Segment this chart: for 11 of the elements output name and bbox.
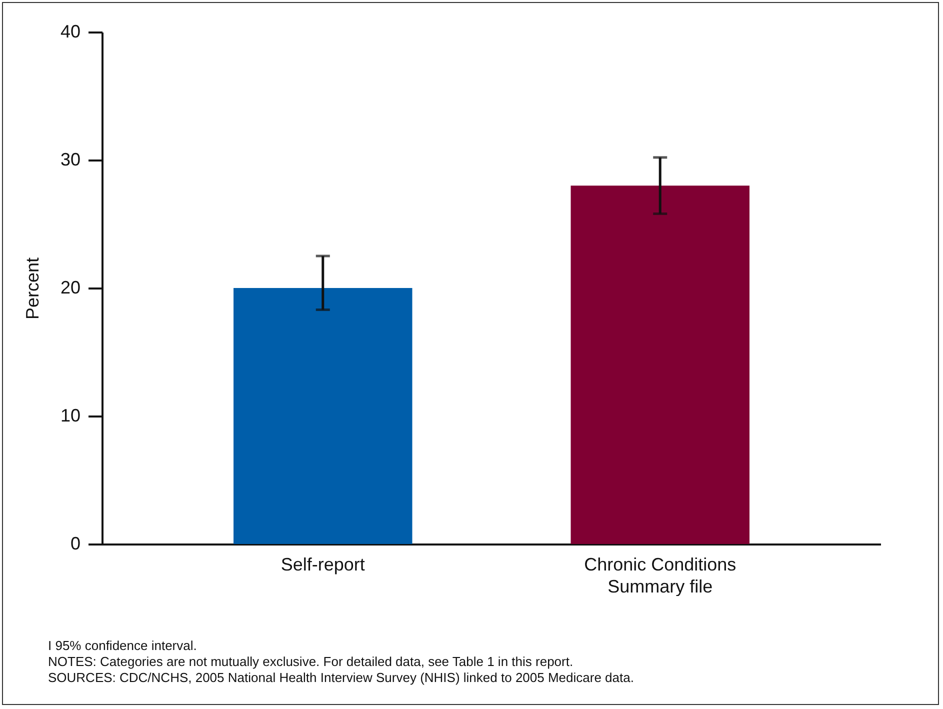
- text: NOTES: Categories are not mutually exclusive. For detailed data, see Table 1 in this report.: [48, 654, 574, 670]
- y-tick-label: 10: [60, 406, 80, 426]
- text: I 95% confidence interval.: [48, 638, 198, 654]
- y-tick-label: 30: [60, 150, 80, 170]
- y-tick-label: 40: [60, 22, 80, 42]
- x-tick-label: Chronic Conditions Summary file: [584, 554, 736, 596]
- source-note: SOURCES: CDC/NCHS, 2005 National Health Interview Survey (NHIS) linked to 2005 Medicare data.: [48, 670, 634, 686]
- y-tick-label: 0: [70, 534, 80, 554]
- x-tick-label: Self-report: [280, 554, 365, 574]
- y-tick-label: 20: [60, 278, 80, 298]
- y-axis-title: Percent: [22, 257, 42, 320]
